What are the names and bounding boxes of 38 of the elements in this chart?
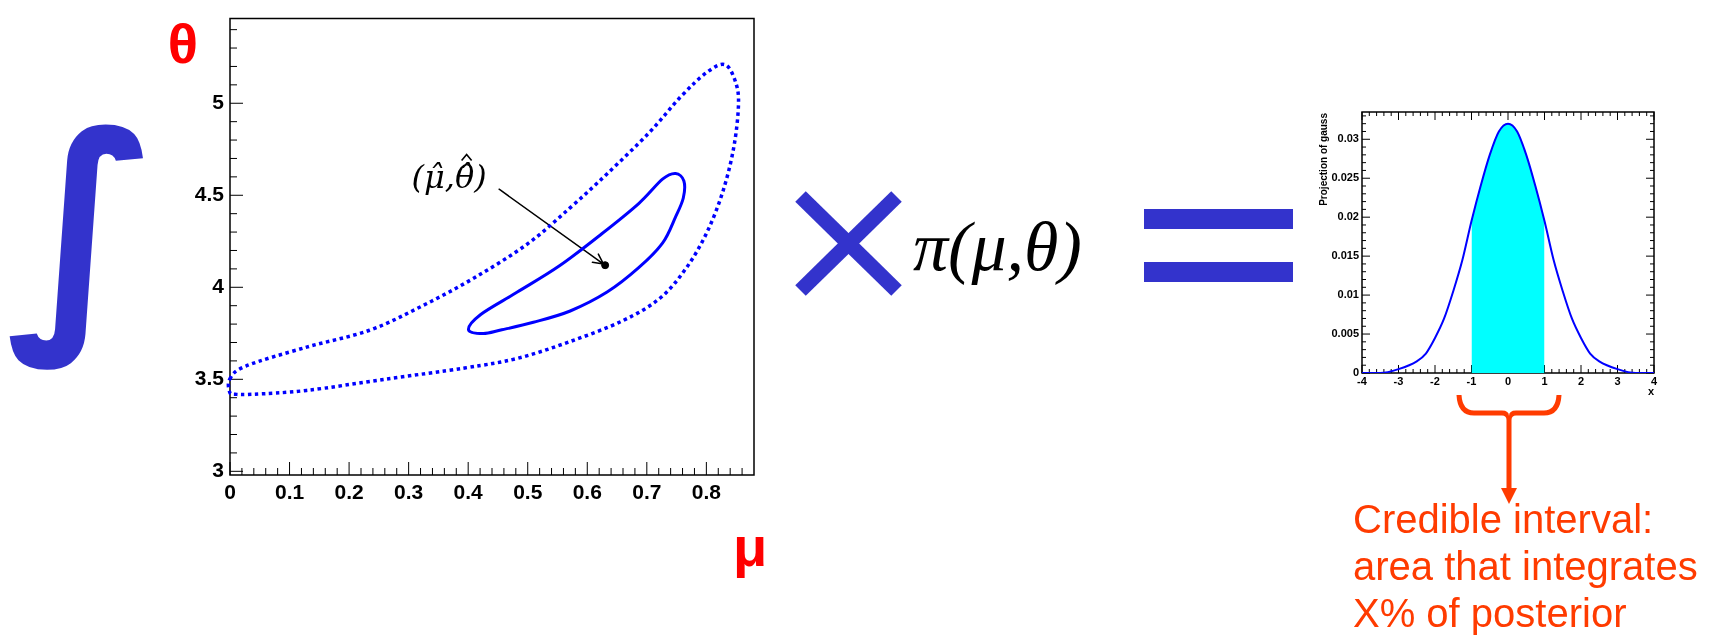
x-tick-label: -4 <box>1357 374 1368 387</box>
x-tick-label: 0.3 <box>394 480 424 504</box>
x-tick-label: 0.6 <box>572 480 602 504</box>
x-tick-label: 0.7 <box>632 480 662 504</box>
y-tick-label: 0.005 <box>1331 327 1359 340</box>
x-tick-label: 3 <box>1614 374 1621 387</box>
y-tick-label: 0 <box>1352 366 1359 379</box>
y-tick-label: 3.5 <box>194 366 225 390</box>
x-tick-label: -2 <box>1430 374 1440 387</box>
text: ∫ <box>6 81 159 372</box>
y-tick-label: 0.025 <box>1331 171 1359 184</box>
line-series <box>1362 122 1654 373</box>
x-tick-label: 0.5 <box>513 480 543 504</box>
y-tick-label: 4 <box>212 274 225 298</box>
annotation: (μ̂,θ̂) <box>411 157 487 196</box>
y-axis-title: θ <box>167 12 199 75</box>
x-tick-label: -1 <box>1466 374 1477 387</box>
text: Credible interval: area that integrates X% of posterior <box>1353 496 1698 637</box>
x-tick-label: 1 <box>1541 374 1548 387</box>
x-tick-label: 0.8 <box>691 480 722 504</box>
y-tick-label: 4.5 <box>194 182 225 206</box>
x-tick-label: -3 <box>1393 374 1404 387</box>
x-tick-label: 0 <box>1504 374 1512 387</box>
x-tick-label: 4 <box>1650 374 1658 387</box>
x-tick-label: 0.2 <box>334 480 364 504</box>
y-tick-label: 0.03 <box>1337 132 1359 145</box>
y-tick-label: 0.015 <box>1331 249 1359 262</box>
x-tick-label: 0.1 <box>274 480 305 504</box>
x-axis-title: μ <box>732 515 768 578</box>
y-tick-label: 3 <box>212 458 224 482</box>
text: π(μ,θ) <box>913 208 1082 285</box>
x-axis-title: x <box>1647 385 1655 397</box>
y-tick-label: 0.02 <box>1337 210 1359 223</box>
y-axis-title: Projection of gauss <box>1317 112 1329 206</box>
x-tick-label: 0.4 <box>453 480 484 504</box>
y-tick-label: 5 <box>212 90 225 114</box>
y-tick-label: 0.01 <box>1337 288 1359 301</box>
x-tick-label: 2 <box>1577 374 1585 387</box>
